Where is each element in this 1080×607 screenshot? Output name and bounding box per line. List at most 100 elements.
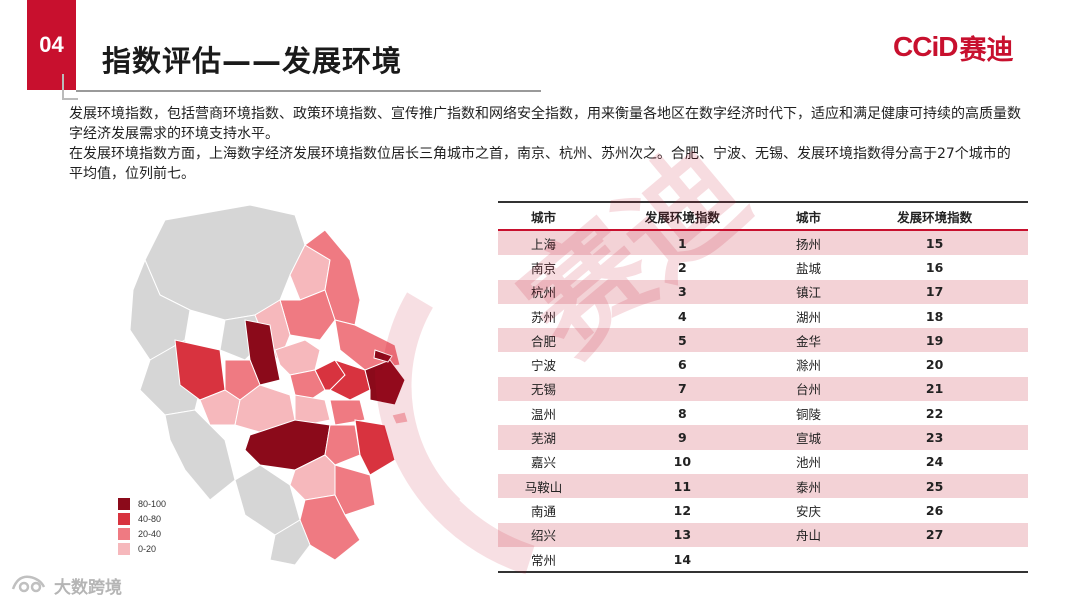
table-row: 嘉兴 10 池州 24	[498, 449, 1028, 474]
index-cell: 1	[588, 230, 776, 256]
city-cell: 池州	[775, 449, 842, 474]
legend-item: 40-80	[118, 513, 166, 525]
brand-eye-icon	[11, 575, 46, 593]
logo-cn: 赛迪	[959, 34, 1014, 65]
index-cell: 4	[588, 303, 776, 329]
city-cell: 湖州	[775, 303, 842, 329]
city-cell: 镇江	[775, 279, 842, 304]
legend-label: 80-100	[138, 499, 167, 509]
index-cell	[841, 546, 1028, 574]
index-cell: 5	[588, 328, 776, 353]
index-cell: 18	[841, 303, 1028, 329]
table-row: 宁波 6 滁州 20	[498, 352, 1028, 377]
description-paragraph-1: 发展环境指数，包括营商环境指数、政策环境指数、宣传推广指数和网络安全指数，用来衡…	[69, 106, 1021, 142]
table-header-row: 城市 发展环境指数 城市 发展环境指数	[498, 201, 1028, 231]
city-cell: 盐城	[775, 255, 842, 280]
table-row: 上海 1 扬州 15	[498, 230, 1028, 256]
city-cell: 宣城	[775, 425, 842, 450]
index-cell: 26	[841, 498, 1028, 523]
legend-swatch	[118, 543, 130, 555]
city-cell: 苏州	[498, 303, 589, 329]
ccid-logo: CCiD 赛迪	[893, 30, 1014, 65]
city-cell: 马鞍山	[498, 473, 589, 499]
city-cell: 舟山	[775, 522, 842, 547]
city-cell: 温州	[498, 401, 589, 426]
legend-label: 0-20	[138, 544, 157, 554]
legend-item: 80-100	[118, 498, 166, 510]
column-header-index: 发展环境指数	[588, 201, 776, 231]
city-cell: 滁州	[775, 352, 842, 377]
legend-item: 0-20	[118, 543, 166, 555]
city-cell: 扬州	[775, 230, 842, 256]
city-cell: 合肥	[498, 328, 589, 353]
table-row: 绍兴 13 舟山 27	[498, 522, 1028, 547]
map-region	[334, 464, 376, 516]
city-cell: 杭州	[498, 279, 589, 304]
legend-label: 40-80	[138, 514, 162, 524]
index-cell: 8	[588, 401, 776, 426]
index-cell: 13	[588, 522, 776, 547]
table-row: 马鞍山 11 泰州 25	[498, 473, 1028, 499]
table-row: 南京 2 盐城 16	[498, 255, 1028, 280]
map-region	[354, 419, 396, 476]
map-region	[364, 359, 406, 406]
logo-latin: CCiD	[893, 31, 958, 62]
index-cell: 16	[841, 255, 1028, 280]
legend-swatch	[118, 498, 130, 510]
index-cell: 14	[588, 546, 776, 574]
index-cell: 27	[841, 522, 1028, 547]
map-region	[324, 424, 361, 466]
map-region	[329, 399, 366, 426]
city-cell: 泰州	[775, 473, 842, 499]
page-title: 指数评估——发展环境	[102, 44, 403, 78]
map-region	[294, 394, 331, 426]
index-cell: 15	[841, 230, 1028, 256]
map-region	[234, 464, 301, 536]
index-cell: 22	[841, 401, 1028, 426]
index-cell: 3	[588, 279, 776, 304]
map-legend: 80-100 40-80 20-40 0-20	[118, 498, 166, 558]
table-row: 杭州 3 镇江 17	[498, 279, 1028, 304]
city-cell: 安庆	[775, 498, 842, 523]
map-region	[164, 409, 236, 501]
ranking-table: 城市 发展环境指数 城市 发展环境指数 上海 1 扬州 15 南京 2 盐城 16 杭州 3 镇江 1…	[498, 201, 1028, 574]
description: 发展环境指数，包括营商环境指数、政策环境指数、宣传推广指数和网络安全指数，用来衡…	[69, 104, 1024, 184]
description-paragraph-2: 在发展环境指数方面，上海数字经济发展环境指数位居长三角城市之首，南京、杭州、苏州…	[69, 146, 1011, 182]
index-cell: 25	[841, 473, 1028, 499]
title-divider	[76, 90, 541, 92]
index-cell: 24	[841, 449, 1028, 474]
table-row: 苏州 4 湖州 18	[498, 303, 1028, 329]
city-cell: 上海	[498, 230, 589, 256]
section-number-badge: 04	[27, 0, 76, 90]
index-cell: 7	[588, 376, 776, 402]
column-header-city: 城市	[775, 201, 842, 231]
city-cell: 南京	[498, 255, 589, 280]
map-region	[391, 411, 409, 425]
footer-brand-text: 大数跨境	[54, 577, 122, 598]
table-row: 温州 8 铜陵 22	[498, 401, 1028, 426]
index-cell: 6	[588, 352, 776, 377]
map-region	[373, 349, 393, 363]
city-cell: 铜陵	[775, 401, 842, 426]
city-cell	[775, 546, 842, 574]
yangtze-delta-map	[130, 204, 409, 566]
table-row: 无锡 7 台州 21	[498, 376, 1028, 402]
table-row: 南通 12 安庆 26	[498, 498, 1028, 523]
index-cell: 2	[588, 255, 776, 280]
table-row: 常州 14	[498, 546, 1028, 574]
city-cell: 金华	[775, 328, 842, 353]
column-header-city: 城市	[498, 201, 589, 231]
legend-item: 20-40	[118, 528, 166, 540]
city-cell: 宁波	[498, 352, 589, 377]
index-cell: 9	[588, 425, 776, 450]
index-cell: 20	[841, 352, 1028, 377]
index-cell: 17	[841, 279, 1028, 304]
legend-swatch	[118, 528, 130, 540]
city-cell: 无锡	[498, 376, 589, 402]
column-header-index: 发展环境指数	[841, 201, 1028, 231]
table-row: 合肥 5 金华 19	[498, 328, 1028, 353]
index-cell: 12	[588, 498, 776, 523]
footer-brand: 大数跨境	[10, 571, 122, 599]
index-cell: 11	[588, 473, 776, 499]
legend-swatch	[118, 513, 130, 525]
